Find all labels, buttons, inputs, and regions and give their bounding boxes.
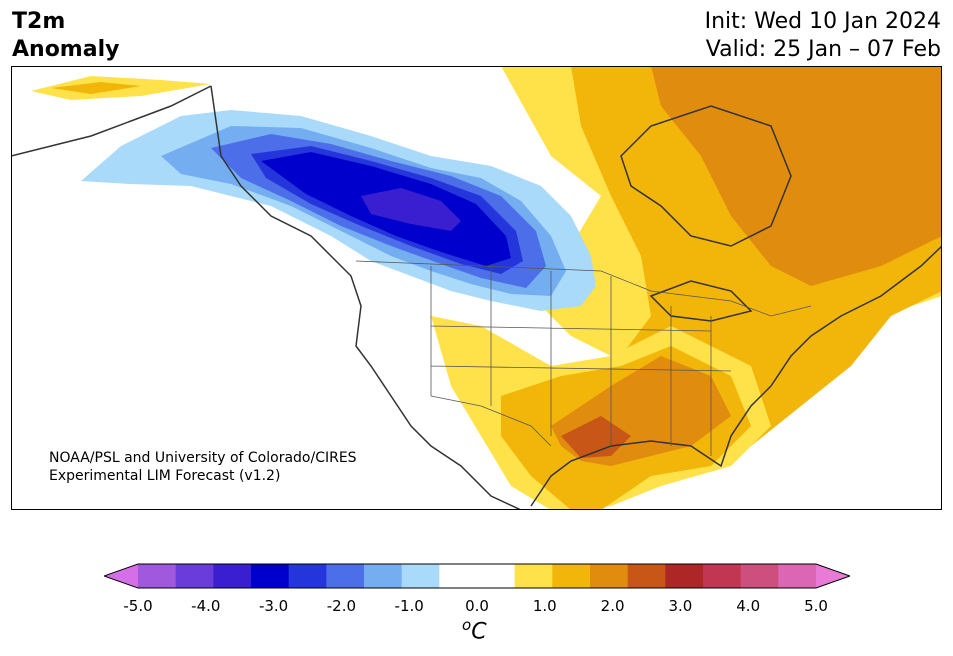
colorbar-cell	[326, 564, 365, 588]
colorbar-tick-label: -1.0	[394, 597, 424, 615]
warm-gulf-core	[561, 416, 631, 458]
east-coast	[770, 245, 942, 387]
colorbar-cell	[288, 564, 327, 588]
colorbar-ticks: -5.0 -4.0 -3.0 -2.0 -1.0 0.0 1.0 2.0 3.0 4.0 5.0	[0, 597, 953, 617]
colorbar-cell	[477, 564, 516, 588]
colorbar-cell	[665, 564, 704, 588]
us-canada-border	[355, 260, 812, 317]
valid-range: Valid: 25 Jan – 07 Feb	[705, 37, 941, 62]
cold-anomaly-shading	[81, 110, 596, 311]
map-frame	[11, 66, 942, 510]
us-mexico-border	[430, 395, 552, 447]
colorbar-under-arrow	[104, 564, 138, 588]
init-date: Init: Wed 10 Jan 2024	[704, 9, 941, 34]
colorbar-cell	[439, 564, 478, 588]
colorbar-cell	[740, 564, 779, 588]
colorbar-cell	[778, 564, 817, 588]
colorbar-cell	[364, 564, 403, 588]
colorbar-cell	[590, 564, 629, 588]
colorbar-cell	[175, 564, 214, 588]
credit-line2: Experimental LIM Forecast (v1.2)	[49, 468, 281, 484]
colorbar-tick-label: -5.0	[123, 597, 153, 615]
political-borders	[355, 260, 812, 456]
colorbar-unit: oC	[462, 616, 487, 644]
colorbar-outline	[104, 563, 850, 589]
colorbar-over-arrow	[816, 564, 850, 588]
hudson-bay	[620, 105, 792, 247]
title-block: T2m Anomaly	[12, 8, 119, 64]
title-line2: Anomaly	[12, 37, 120, 62]
colorbar-tick-label: 1.0	[532, 597, 557, 615]
colorbar-cell	[514, 564, 553, 588]
header-dates: Init: Wed 10 Jan 2024 Valid: 25 Jan – 07…	[705, 8, 941, 64]
colorbar-cell	[213, 564, 252, 588]
alaska-coast	[11, 85, 212, 157]
colorbar-tick-label: 0.0	[465, 597, 489, 615]
warm-hudson-orange	[651, 66, 942, 286]
title-line1: T2m	[12, 9, 66, 34]
colorbar-tick-label: -4.0	[191, 597, 221, 615]
unit-base: C	[471, 619, 487, 645]
warm-anomaly-shading	[31, 66, 942, 510]
colorbar-cell	[627, 564, 666, 588]
warm-arctic-band-mid	[51, 82, 141, 94]
anomaly-map	[11, 66, 942, 510]
colorbar-tick-label: -2.0	[326, 597, 357, 615]
colorbar-cell	[251, 564, 290, 588]
colorbar-cell	[401, 564, 440, 588]
colorbar	[104, 563, 850, 589]
colorbar-cell	[703, 564, 742, 588]
colorbar-cell	[138, 564, 177, 588]
colorbar-cell	[552, 564, 591, 588]
colorbar-tick-label: 5.0	[804, 597, 828, 615]
colorbar-cells	[138, 564, 817, 588]
colorbar-tick-label: 4.0	[736, 597, 761, 615]
state-borders	[430, 266, 732, 456]
colorbar-tick-label: -3.0	[258, 597, 289, 615]
credit-line1: NOAA/PSL and University of Colorado/CIRE…	[49, 450, 357, 466]
credit-text: NOAA/PSL and University of Colorado/CIRE…	[49, 449, 357, 485]
unit-superscript: o	[462, 616, 472, 634]
cold-core-deep	[361, 188, 461, 231]
colorbar-tick-label: 2.0	[600, 597, 625, 615]
colorbar-tick-label: 3.0	[668, 597, 693, 615]
west-coast	[210, 85, 522, 510]
